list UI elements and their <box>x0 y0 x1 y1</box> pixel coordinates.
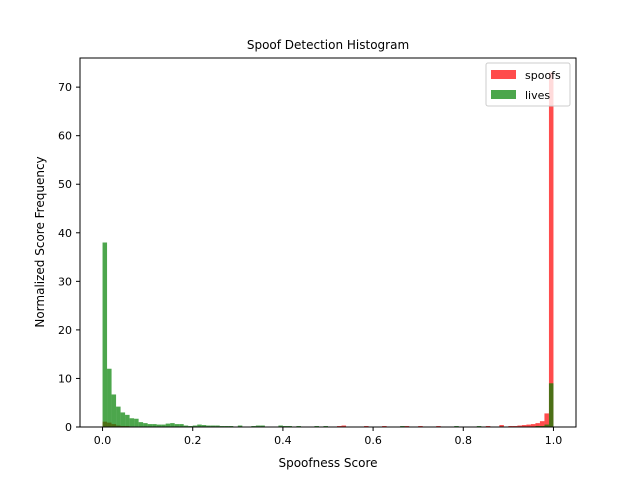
y-tick-label: 40 <box>58 227 72 240</box>
lives-bar <box>134 418 139 427</box>
spoofs-bar <box>521 425 527 427</box>
y-tick-label: 20 <box>58 324 72 337</box>
y-axis-ticks: 0 10 20 30 40 50 60 70 <box>58 81 80 434</box>
lives-bar <box>116 406 121 427</box>
spoofs-bar <box>548 72 554 427</box>
plot-frame <box>79 57 577 428</box>
lives-bar <box>107 368 112 427</box>
lives-bar <box>278 425 283 427</box>
lives-bar <box>138 422 144 427</box>
lives-bar <box>143 423 148 427</box>
lives-bar <box>161 424 166 427</box>
spoofs-bar <box>499 425 504 427</box>
lives-bar <box>165 423 171 427</box>
spoofs-legend-label: spoofs <box>525 69 561 82</box>
spoofs-bar <box>539 421 545 427</box>
y-tick-label: 0 <box>65 421 72 434</box>
lives-bar <box>237 425 243 427</box>
y-tick-label: 10 <box>58 372 72 385</box>
lives-legend-label: lives <box>525 89 550 102</box>
lives-bar <box>129 418 135 427</box>
lives-bar <box>255 425 261 427</box>
lives-bar <box>156 424 162 427</box>
lives-legend-swatch <box>491 90 516 99</box>
x-tick-label: 0.2 <box>184 434 202 447</box>
x-tick-label: 1.0 <box>545 434 563 447</box>
spoofs-legend-swatch <box>491 70 516 79</box>
spoofs-bar <box>544 413 549 427</box>
lives-bar <box>210 425 216 427</box>
y-tick-label: 60 <box>58 130 72 143</box>
lives-bar <box>170 423 175 427</box>
lives-bar <box>192 425 198 427</box>
spoofs-bar <box>526 424 531 427</box>
lives-bar <box>152 424 157 427</box>
lives-bar <box>260 425 265 427</box>
lives-bar <box>206 425 211 427</box>
y-tick-label: 70 <box>58 81 72 94</box>
x-tick-label: 0.8 <box>455 434 473 447</box>
lives-bar <box>120 412 126 427</box>
spoofs-bar <box>535 423 540 427</box>
bars-group <box>102 72 554 427</box>
y-axis-label: Normalized Score Frequency <box>33 156 47 327</box>
lives-bar <box>111 394 117 427</box>
lives-bar <box>174 424 180 427</box>
x-axis-label: Spoofness Score <box>278 456 377 470</box>
y-tick-label: 50 <box>58 178 72 191</box>
lives-bar <box>183 425 189 427</box>
lives-bar <box>544 424 549 427</box>
chart-title: Spoof Detection Histogram <box>247 38 409 52</box>
lives-bar <box>147 424 153 427</box>
lives-bar <box>201 425 207 427</box>
x-tick-label: 0.4 <box>274 434 292 447</box>
lives-bar <box>548 383 554 427</box>
lives-bar <box>197 424 202 427</box>
lives-bar <box>179 424 184 427</box>
y-tick-label: 30 <box>58 275 72 288</box>
x-axis-ticks: 0.0 0.2 0.4 0.6 0.8 1.0 <box>94 427 562 447</box>
x-tick-label: 0.6 <box>364 434 382 447</box>
legend: spoofs lives <box>485 62 571 107</box>
spoofs-bar <box>517 425 522 427</box>
x-tick-label: 0.0 <box>94 434 112 447</box>
lives-bar <box>215 425 220 427</box>
lives-bar <box>102 242 108 427</box>
spoofs-bar <box>341 425 347 427</box>
spoofs-bar <box>530 424 536 427</box>
lives-bar <box>125 414 130 427</box>
